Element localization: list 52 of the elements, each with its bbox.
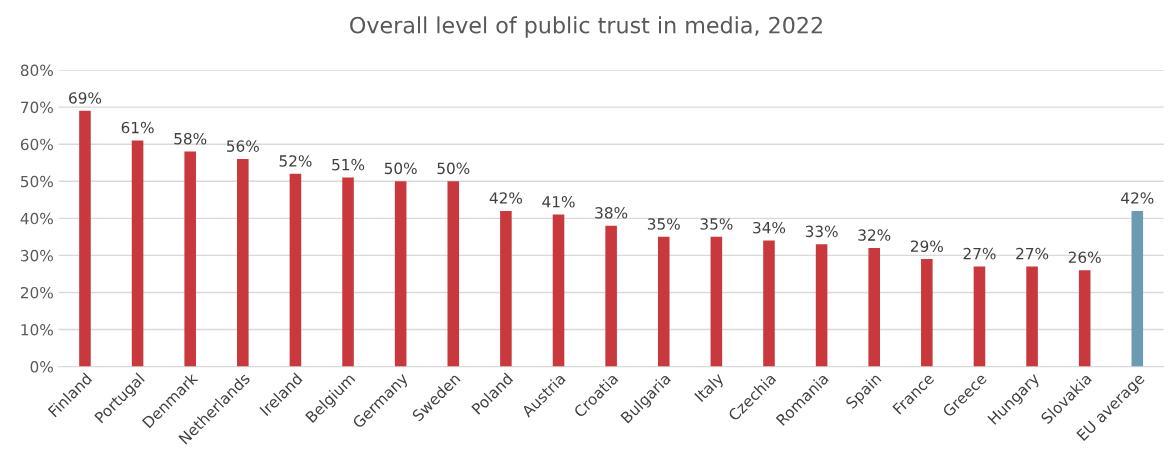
data-label: 34% [753, 221, 786, 234]
data-label: 41% [542, 195, 575, 208]
bar [763, 240, 775, 367]
data-label: 38% [595, 207, 628, 219]
bar [237, 159, 249, 367]
data-label: 35% [700, 218, 733, 230]
bar [657, 236, 670, 367]
y-tick-label: 40% [20, 212, 53, 225]
chart-title: Overall level of public trust in media, 2022 [350, 16, 822, 38]
y-tick-label: 0% [30, 361, 53, 373]
data-label: 26% [1068, 251, 1101, 264]
bar [710, 236, 723, 367]
bar [552, 214, 565, 367]
y-tick-label: 80% [20, 64, 53, 77]
data-label: 27% [1016, 247, 1049, 260]
bar [1131, 210, 1144, 367]
bar [184, 151, 196, 367]
data-label: 35% [647, 218, 680, 230]
data-label: 50% [437, 162, 470, 175]
data-label: 69% [69, 92, 102, 104]
y-tick-label: 60% [20, 138, 53, 151]
data-label: 56% [227, 140, 259, 152]
bar [447, 181, 460, 367]
data-label: 61% [121, 121, 154, 134]
y-tick-label: 10% [21, 323, 53, 336]
bar [131, 140, 144, 367]
data-label: 50% [384, 162, 417, 175]
bar [79, 110, 91, 367]
bar [921, 259, 933, 367]
bar [1026, 266, 1038, 367]
data-label: 32% [858, 229, 891, 241]
bar [500, 210, 512, 367]
bar [605, 225, 617, 367]
y-tick-label: 70% [21, 101, 53, 114]
bar [1078, 270, 1091, 367]
data-label: 42% [489, 192, 523, 204]
data-label: 52% [279, 155, 312, 167]
bar [394, 181, 407, 367]
bar [289, 173, 302, 367]
y-tick-label: 20% [20, 286, 53, 299]
bar [973, 266, 986, 367]
bar [868, 247, 881, 367]
y-tick-label: 50% [21, 175, 53, 188]
bar [342, 177, 354, 367]
bar [815, 244, 828, 367]
data-label: 58% [174, 132, 207, 145]
data-label: 27% [963, 247, 996, 260]
data-label: 33% [805, 225, 838, 238]
data-label: 51% [332, 158, 365, 171]
data-label: 29% [910, 240, 943, 252]
y-tick-label: 30% [21, 249, 53, 262]
data-label: 42% [1121, 192, 1154, 204]
